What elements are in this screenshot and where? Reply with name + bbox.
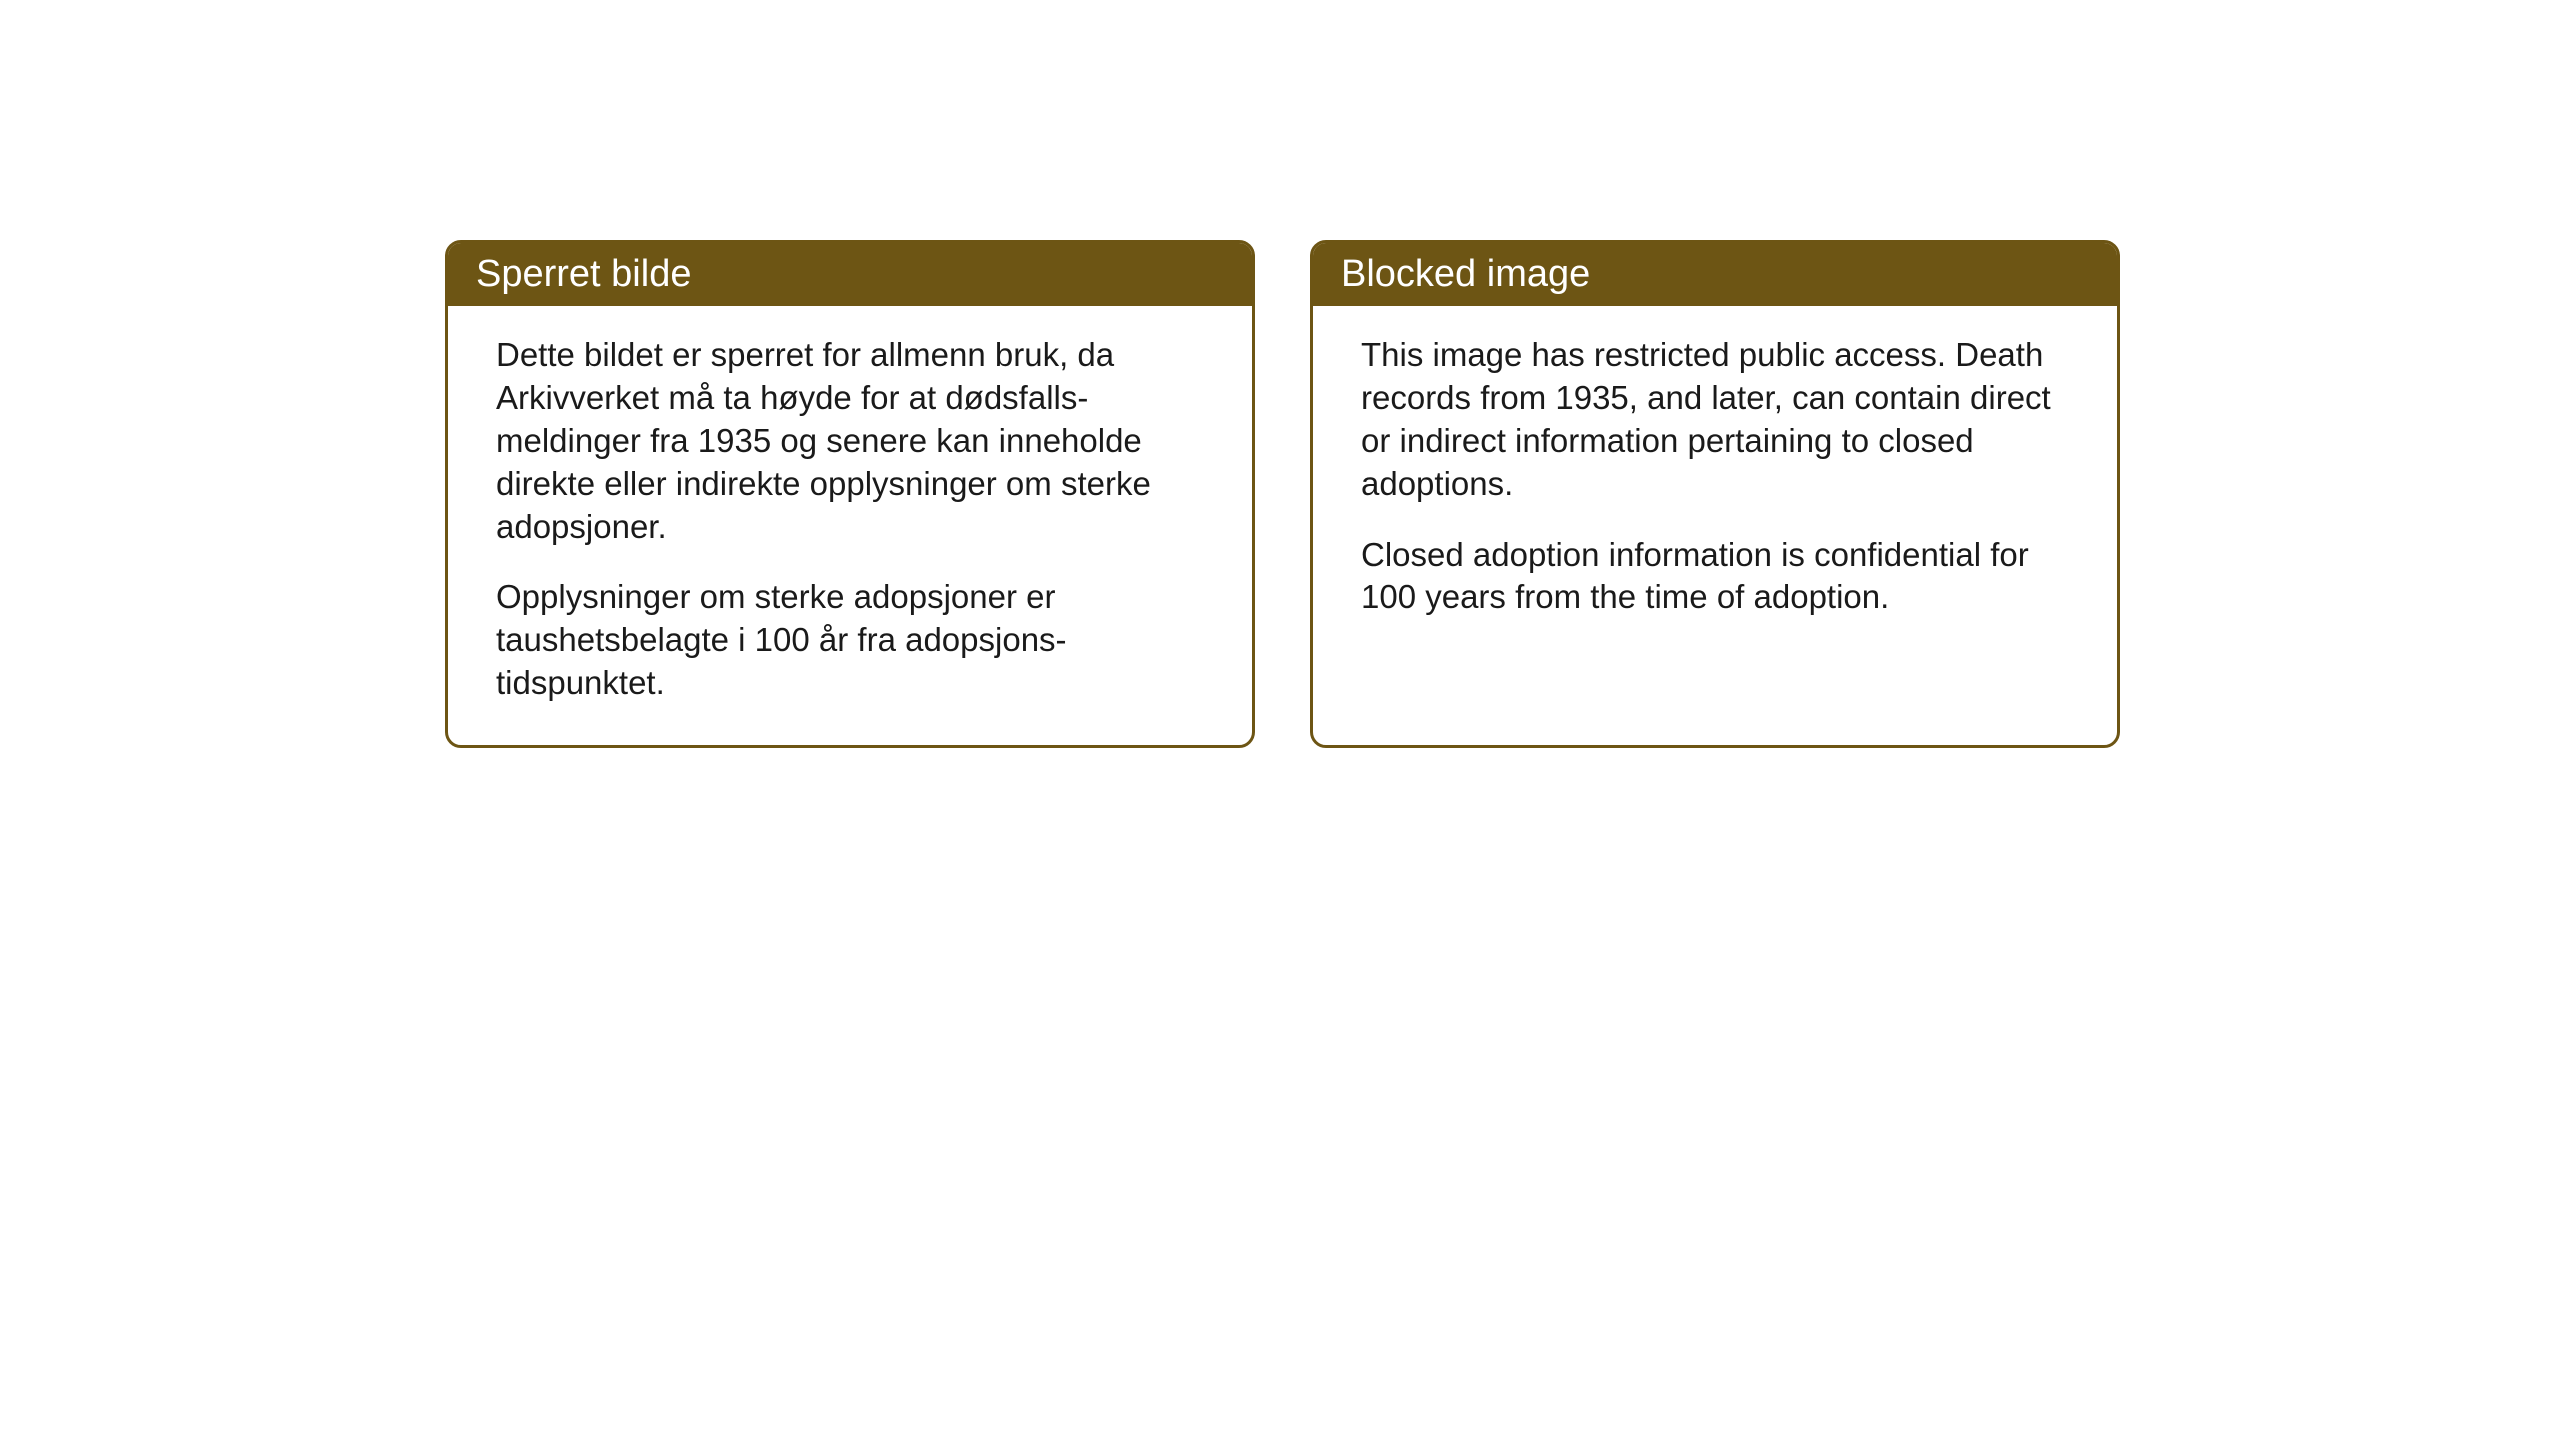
notice-title-norwegian: Sperret bilde xyxy=(476,253,691,295)
notice-header-norwegian: Sperret bilde xyxy=(448,243,1252,306)
notice-body-norwegian: Dette bildet er sperret for allmenn bruk… xyxy=(448,306,1252,745)
notice-body-english: This image has restricted public access.… xyxy=(1313,306,2117,699)
notice-header-english: Blocked image xyxy=(1313,243,2117,306)
notice-paragraph-1-norwegian: Dette bildet er sperret for allmenn bruk… xyxy=(496,334,1204,548)
notice-box-english: Blocked image This image has restricted … xyxy=(1310,240,2120,748)
notice-container: Sperret bilde Dette bildet er sperret fo… xyxy=(445,240,2120,748)
notice-title-english: Blocked image xyxy=(1341,253,1590,295)
notice-paragraph-1-english: This image has restricted public access.… xyxy=(1361,334,2069,506)
notice-paragraph-2-norwegian: Opplysninger om sterke adopsjoner er tau… xyxy=(496,576,1204,705)
notice-box-norwegian: Sperret bilde Dette bildet er sperret fo… xyxy=(445,240,1255,748)
notice-paragraph-2-english: Closed adoption information is confident… xyxy=(1361,534,2069,620)
